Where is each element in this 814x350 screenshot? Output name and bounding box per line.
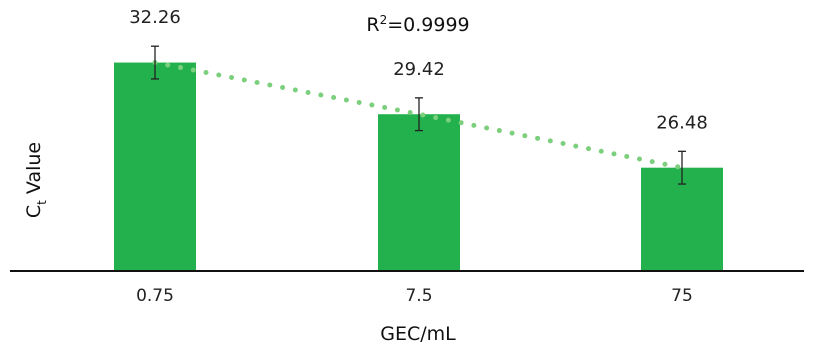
- x-tick-label-1: 7.5: [405, 286, 432, 306]
- y-axis-title: Ct Value: [23, 142, 49, 218]
- data-labels-group: 32.26 29.42 26.48: [129, 7, 708, 133]
- x-axis-title: GEC/mL: [380, 323, 456, 345]
- bar-2: [641, 167, 723, 271]
- error-bars-group: [151, 45, 686, 185]
- x-tick-label-0: 0.75: [136, 286, 174, 306]
- bar-1: [378, 114, 460, 271]
- bar-0: [114, 62, 196, 272]
- trendline-group: [152, 60, 685, 171]
- error-bar-1: [415, 97, 423, 132]
- trendline: [152, 60, 685, 171]
- x-tick-label-2: 75: [671, 286, 693, 306]
- bars-group: [114, 62, 723, 272]
- data-label-0: 32.26: [129, 7, 181, 28]
- x-tick-labels-group: 0.75 7.5 75: [136, 286, 693, 306]
- error-bar-2: [678, 150, 686, 185]
- data-label-1: 29.42: [393, 59, 445, 80]
- r-squared-annotation: R2=0.9999: [366, 13, 469, 36]
- error-bar-0: [151, 45, 159, 80]
- data-label-2: 26.48: [656, 112, 708, 133]
